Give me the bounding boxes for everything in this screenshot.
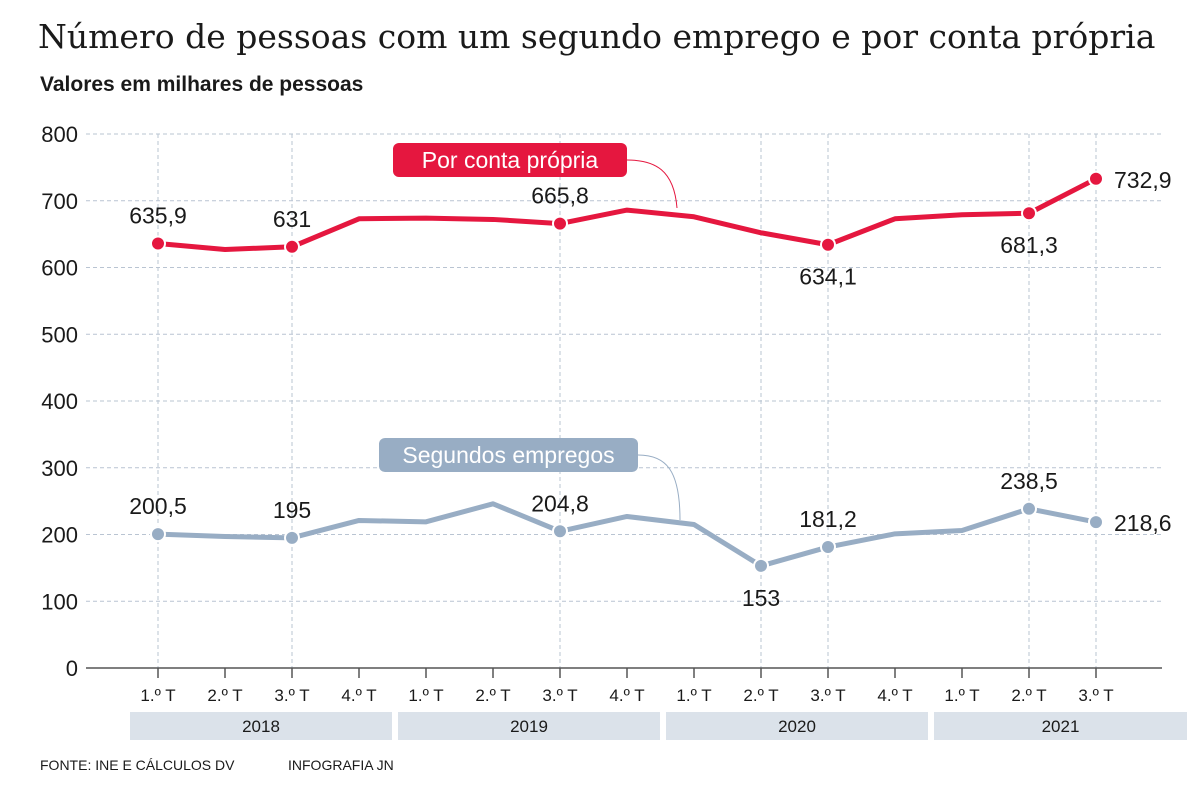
series-tag-label: Segundos empregos — [402, 442, 614, 468]
year-label: 2021 — [1042, 717, 1080, 736]
x-tick-label: 3.º T — [810, 686, 845, 705]
x-tick-label: 3.º T — [542, 686, 577, 705]
x-tick-label: 4.º T — [609, 686, 644, 705]
series-tag-leader — [637, 454, 681, 521]
year-band — [934, 712, 1187, 740]
data-label: 238,5 — [1000, 468, 1058, 494]
year-band — [398, 712, 660, 740]
data-point — [284, 529, 300, 546]
data-point — [1088, 170, 1104, 187]
data-label: 681,3 — [1000, 232, 1058, 258]
year-band — [130, 712, 392, 740]
series-layer — [150, 170, 1104, 574]
data-point — [552, 215, 568, 232]
x-tick-label: 3.º T — [274, 686, 309, 705]
y-tick-label: 0 — [66, 656, 78, 681]
data-labels: 635,9 631 665,8 634,1 681,3 732,9 200,5 195 204,… — [129, 167, 1171, 611]
y-tick-label: 400 — [41, 389, 78, 414]
x-tick-label: 3.º T — [1078, 686, 1113, 705]
data-label: 665,8 — [531, 183, 589, 209]
series-tag-label: Por conta própria — [422, 147, 599, 173]
y-tick-label: 600 — [41, 256, 78, 281]
data-label: 181,2 — [799, 506, 857, 532]
credit-note: INFOGRAFIA JN — [288, 757, 394, 773]
series-line — [155, 176, 1099, 252]
source-note: FONTE: INE E CÁLCULOS DV — [40, 757, 235, 773]
year-label: 2018 — [242, 717, 280, 736]
series-tags: Por conta própria Segundos empregos — [379, 143, 681, 521]
data-point — [820, 236, 836, 253]
y-tick-label: 700 — [41, 189, 78, 214]
data-point — [150, 235, 166, 252]
y-tick-label: 300 — [41, 456, 78, 481]
y-axis: 0 100 200 300 400 500 600 700 800 — [41, 122, 78, 681]
x-tick-label: 2.º T — [743, 686, 778, 705]
x-tick-label: 2.º T — [207, 686, 242, 705]
x-tick-label: 1.º T — [676, 686, 711, 705]
x-tick-label: 1.º T — [944, 686, 979, 705]
y-tick-label: 200 — [41, 523, 78, 548]
x-axis: 1.º T 2.º T 3.º T 4.º T 1.º T 2.º T 3.º T 4.º T… — [86, 667, 1187, 740]
series-tag — [379, 438, 638, 472]
data-point — [150, 526, 166, 543]
data-point — [820, 539, 836, 556]
y-tick-label: 100 — [41, 589, 78, 614]
data-label: 204,8 — [531, 490, 589, 516]
y-tick-label: 800 — [41, 122, 78, 147]
x-tick-label: 2.º T — [475, 686, 510, 705]
series-tag — [393, 143, 627, 177]
chart-title: Número de pessoas com um segundo emprego… — [38, 17, 1155, 56]
data-label: 634,1 — [799, 264, 857, 290]
data-label: 218,6 — [1114, 510, 1172, 536]
chart-subtitle: Valores em milhares de pessoas — [40, 73, 363, 96]
x-tick-label: 1.º T — [408, 686, 443, 705]
data-label: 200,5 — [129, 493, 187, 519]
data-label: 631 — [273, 206, 311, 232]
y-tick-label: 500 — [41, 322, 78, 347]
data-point — [1021, 500, 1037, 517]
data-label: 635,9 — [129, 203, 187, 229]
data-point — [1088, 514, 1104, 531]
x-tick-label: 2.º T — [1011, 686, 1046, 705]
year-band — [666, 712, 928, 740]
data-label: 195 — [273, 497, 311, 523]
data-point — [753, 557, 769, 574]
year-label: 2020 — [778, 717, 816, 736]
data-label: 732,9 — [1114, 167, 1172, 193]
x-tick-label: 4.º T — [341, 686, 376, 705]
data-label: 153 — [742, 585, 780, 611]
data-point — [1021, 205, 1037, 222]
grid — [86, 133, 1162, 668]
data-point — [284, 238, 300, 255]
data-point — [552, 523, 568, 540]
series-tag-leader — [626, 159, 678, 209]
x-tick-label: 1.º T — [140, 686, 175, 705]
series-line — [155, 501, 1099, 569]
x-tick-label: 4.º T — [877, 686, 912, 705]
year-label: 2019 — [510, 717, 548, 736]
